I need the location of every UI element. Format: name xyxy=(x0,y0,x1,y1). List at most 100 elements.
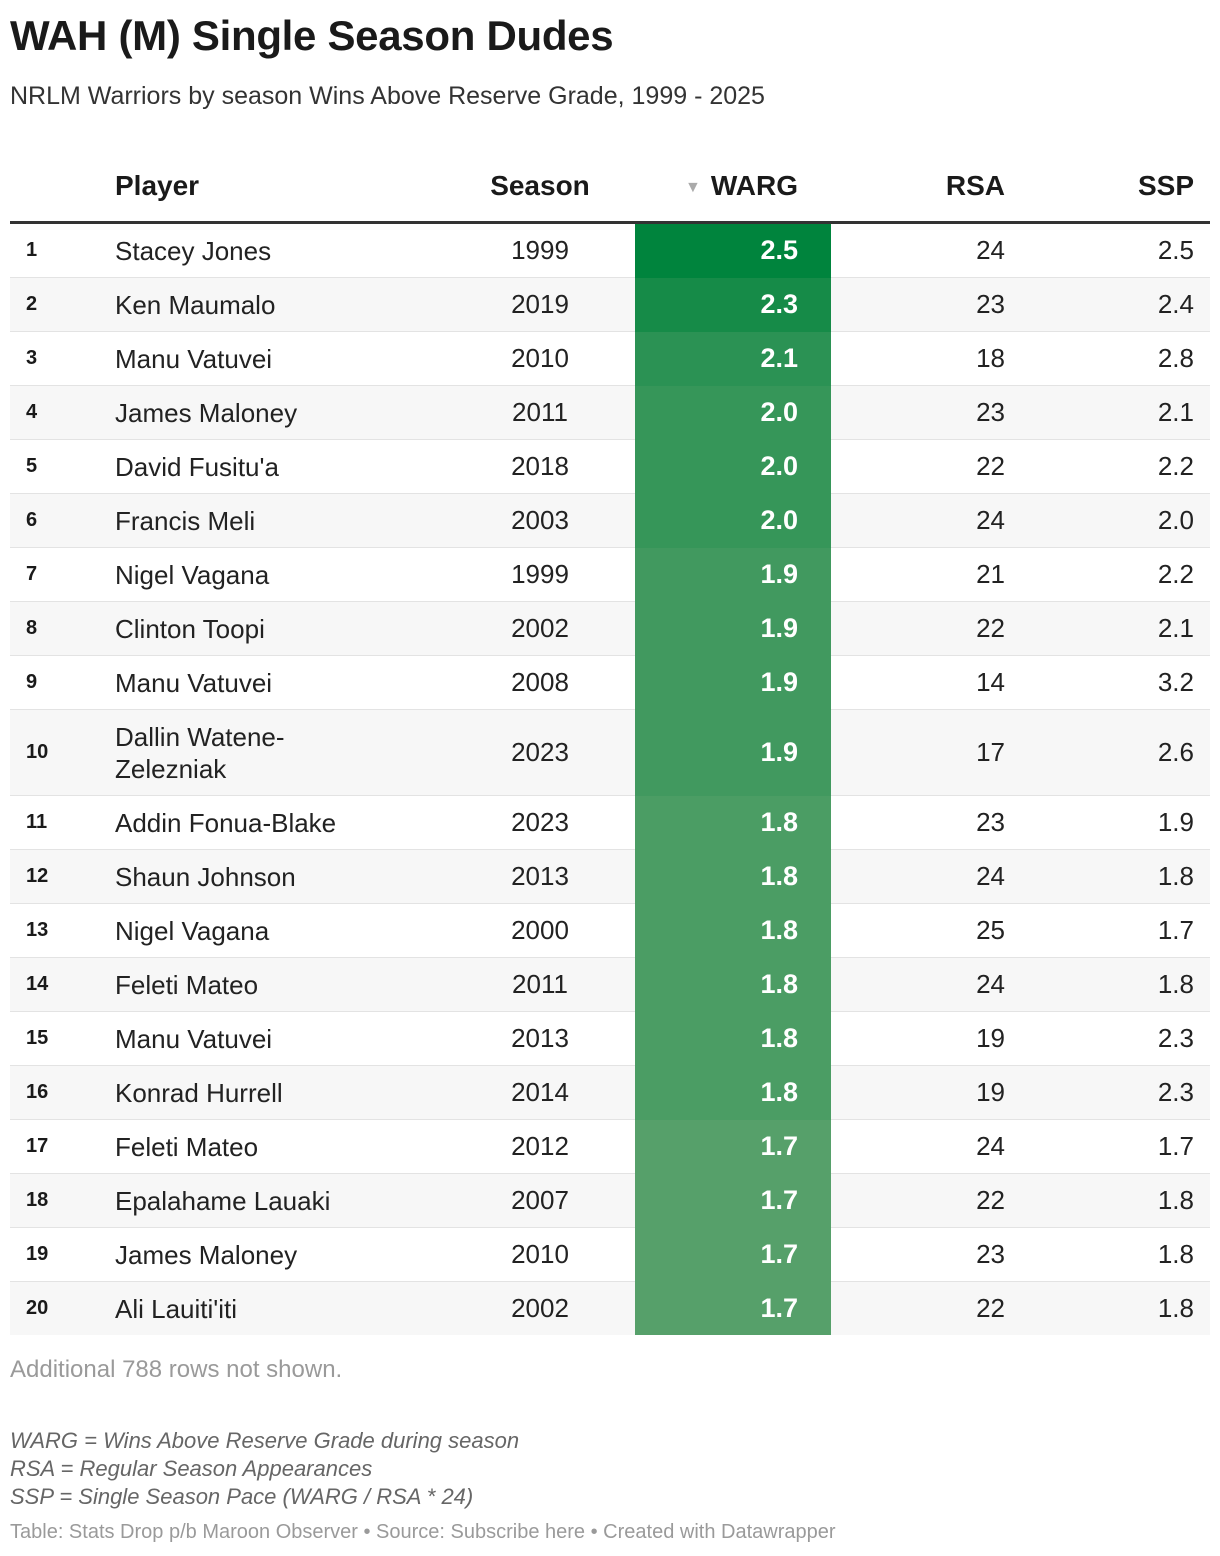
cell-rank: 8 xyxy=(10,601,115,656)
note-warg: WARG = Wins Above Reserve Grade during s… xyxy=(10,1428,520,1453)
cell-player: Clinton Toopi xyxy=(115,601,445,656)
cell-rsa: 24 xyxy=(831,957,1021,1012)
cell-season: 1999 xyxy=(445,547,635,602)
table-row: 17 Feleti Mateo 2012 1.7 24 1.7 xyxy=(10,1119,1210,1174)
table-body: 1 Stacey Jones 1999 2.5 24 2.5 2 Ken Maumalo 201… xyxy=(10,222,1210,1335)
cell-rank: 18 xyxy=(10,1173,115,1228)
cell-player: Konrad Hurrell xyxy=(115,1065,445,1120)
cell-season: 1999 xyxy=(445,222,635,278)
cell-rank: 12 xyxy=(10,849,115,904)
cell-ssp: 2.3 xyxy=(1021,1011,1210,1066)
cell-ssp: 2.0 xyxy=(1021,493,1210,548)
table-row: 16 Konrad Hurrell 2014 1.8 19 2.3 xyxy=(10,1065,1210,1120)
cell-season: 2013 xyxy=(445,1011,635,1066)
table-row: 2 Ken Maumalo 2019 2.3 23 2.4 xyxy=(10,277,1210,332)
cell-ssp: 1.8 xyxy=(1021,1281,1210,1335)
cell-player: Shaun Johnson xyxy=(115,849,445,904)
table-row: 15 Manu Vatuvei 2013 1.8 19 2.3 xyxy=(10,1011,1210,1066)
cell-ssp: 2.4 xyxy=(1021,277,1210,332)
chart-title: WAH (M) Single Season Dudes xyxy=(10,12,614,59)
table-row: 7 Nigel Vagana 1999 1.9 21 2.2 xyxy=(10,547,1210,602)
cell-rsa: 17 xyxy=(831,709,1021,796)
table-row: 18 Epalahame Lauaki 2007 1.7 22 1.8 xyxy=(10,1173,1210,1228)
table-row: 20 Ali Lauiti'iti 2002 1.7 22 1.8 xyxy=(10,1281,1210,1335)
column-header-season[interactable]: Season xyxy=(445,151,635,224)
cell-warg: 1.7 xyxy=(635,1281,831,1335)
cell-warg: 1.8 xyxy=(635,1011,831,1066)
cell-ssp: 2.1 xyxy=(1021,601,1210,656)
cell-rsa: 25 xyxy=(831,903,1021,958)
cell-season: 2019 xyxy=(445,277,635,332)
cell-rsa: 24 xyxy=(831,222,1021,278)
cell-warg: 2.5 xyxy=(635,222,831,278)
cell-ssp: 2.2 xyxy=(1021,547,1210,602)
cell-season: 2000 xyxy=(445,903,635,958)
cell-rank: 2 xyxy=(10,277,115,332)
cell-season: 2011 xyxy=(445,957,635,1012)
cell-season: 2012 xyxy=(445,1119,635,1174)
cell-ssp: 1.7 xyxy=(1021,903,1210,958)
cell-season: 2023 xyxy=(445,795,635,850)
cell-warg: 1.9 xyxy=(635,601,831,656)
cell-warg: 1.8 xyxy=(635,849,831,904)
table-row: 1 Stacey Jones 1999 2.5 24 2.5 xyxy=(10,222,1210,278)
note-ssp: SSP = Single Season Pace (WARG / RSA * 2… xyxy=(10,1484,474,1509)
cell-warg: 2.0 xyxy=(635,385,831,440)
column-header-warg[interactable]: ▼ WARG xyxy=(635,151,831,224)
cell-warg: 2.1 xyxy=(635,331,831,386)
table-row: 13 Nigel Vagana 2000 1.8 25 1.7 xyxy=(10,903,1210,958)
cell-season: 2023 xyxy=(445,709,635,796)
note-rsa: RSA = Regular Season Appearances xyxy=(10,1456,373,1481)
cell-ssp: 1.8 xyxy=(1021,1227,1210,1282)
cell-rank: 19 xyxy=(10,1227,115,1282)
cell-ssp: 2.3 xyxy=(1021,1065,1210,1120)
cell-player: Ali Lauiti'iti xyxy=(115,1281,445,1335)
table-row: 6 Francis Meli 2003 2.0 24 2.0 xyxy=(10,493,1210,548)
column-header-player[interactable]: Player xyxy=(115,151,445,224)
cell-player: Addin Fonua-Blake xyxy=(115,795,445,850)
cell-season: 2018 xyxy=(445,439,635,494)
column-header-ssp[interactable]: SSP xyxy=(1021,151,1210,224)
cell-rsa: 18 xyxy=(831,331,1021,386)
column-header-warg-label: WARG xyxy=(710,170,798,201)
cell-rank: 11 xyxy=(10,795,115,850)
cell-warg: 1.8 xyxy=(635,957,831,1012)
cell-rsa: 24 xyxy=(831,1119,1021,1174)
cell-season: 2002 xyxy=(445,601,635,656)
cell-warg: 1.8 xyxy=(635,903,831,958)
cell-warg: 2.0 xyxy=(635,493,831,548)
cell-ssp: 1.8 xyxy=(1021,1173,1210,1228)
cell-rsa: 22 xyxy=(831,601,1021,656)
cell-rank: 9 xyxy=(10,655,115,710)
cell-player: Stacey Jones xyxy=(115,222,445,278)
cell-rsa: 22 xyxy=(831,1281,1021,1335)
cell-player: James Maloney xyxy=(115,1227,445,1282)
cell-rsa: 22 xyxy=(831,1173,1021,1228)
cell-rsa: 21 xyxy=(831,547,1021,602)
cell-rank: 4 xyxy=(10,385,115,440)
cell-warg: 2.0 xyxy=(635,439,831,494)
cell-season: 2010 xyxy=(445,331,635,386)
cell-rank: 5 xyxy=(10,439,115,494)
cell-player: James Maloney xyxy=(115,385,445,440)
table-row: 14 Feleti Mateo 2011 1.8 24 1.8 xyxy=(10,957,1210,1012)
cell-ssp: 1.7 xyxy=(1021,1119,1210,1174)
table-row: 8 Clinton Toopi 2002 1.9 22 2.1 xyxy=(10,601,1210,656)
cell-warg: 2.3 xyxy=(635,277,831,332)
table-row: 10 Dallin Watene-Zelezniak 2023 1.9 17 2.6 xyxy=(10,709,1210,796)
column-header-rank xyxy=(10,151,115,224)
cell-warg: 1.7 xyxy=(635,1227,831,1282)
chart-footer: Table: Stats Drop p/b Maroon Observer • … xyxy=(10,1521,836,1543)
cell-rsa: 23 xyxy=(831,277,1021,332)
cell-ssp: 2.5 xyxy=(1021,222,1210,278)
column-header-rsa[interactable]: RSA xyxy=(831,151,1021,224)
cell-player: Ken Maumalo xyxy=(115,277,445,332)
table-row: 3 Manu Vatuvei 2010 2.1 18 2.8 xyxy=(10,331,1210,386)
cell-ssp: 2.1 xyxy=(1021,385,1210,440)
cell-season: 2008 xyxy=(445,655,635,710)
cell-player: Feleti Mateo xyxy=(115,1119,445,1174)
cell-rsa: 19 xyxy=(831,1065,1021,1120)
cell-rank: 20 xyxy=(10,1281,115,1335)
cell-player: David Fusitu'a xyxy=(115,439,445,494)
notes: WARG = Wins Above Reserve Grade during s… xyxy=(10,1427,519,1511)
